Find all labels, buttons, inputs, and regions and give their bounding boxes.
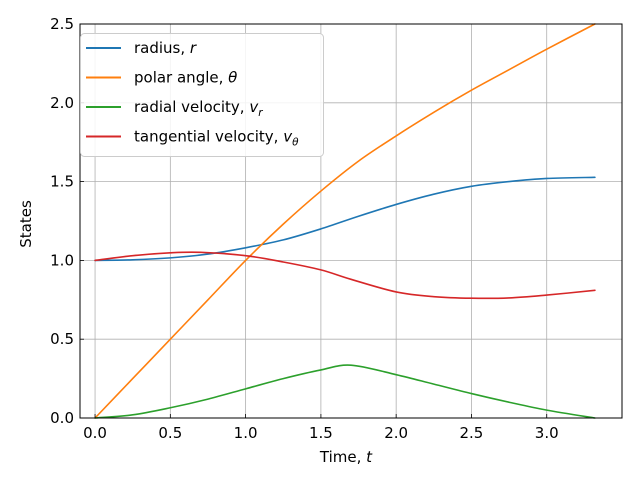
series-line-1 [94,176,596,262]
x-axis-label: Time, t [319,448,373,466]
legend-entry: radius, r [134,39,197,57]
series-line-2 [94,23,596,419]
axis-ticks: 0.0 0.5 1.0 1.5 2.0 2.5 3.0 0.0 0.5 1.0 1.5 2.0 2.5 [50,15,559,442]
series-lines [94,23,596,419]
axis-labels: Time, t States [17,200,373,466]
legend-entry: radial velocity, vr [134,98,263,119]
legend: radius, r polar angle, θ radial velocity, … [80,33,324,157]
x-tick-label: 0.0 [83,424,107,442]
x-tick-label: 2.5 [460,424,484,442]
legend-entry-label: radial velocity, [134,98,249,116]
legend-entry-var: v [249,98,259,116]
series-line-3 [94,364,596,419]
series-line-4 [94,251,596,300]
y-axis-label: States [17,200,35,248]
legend-entry-subscript: r [258,107,263,119]
y-tick-label: 0.5 [50,330,74,348]
x-tick-label: 1.5 [309,424,333,442]
legend-box [80,33,324,157]
y-tick-label: 2.5 [50,15,74,33]
y-tick-label: 0.0 [50,409,74,427]
legend-entry: tangential velocity, vθ [134,128,299,149]
legend-entry-var: r [190,39,197,57]
y-tick-label: 1.5 [50,173,74,191]
x-tick-label: 1.0 [234,424,258,442]
y-tick-label: 2.0 [50,94,74,112]
plot-frame [79,23,623,419]
y-tick-label: 1.0 [50,251,74,269]
x-tick-label: 2.0 [384,424,408,442]
x-axis-label-var: t [366,448,373,466]
legend-entry-var: θ [228,69,237,87]
legend-entry-subscript: θ [292,137,299,149]
x-tick-label: 0.5 [158,424,182,442]
legend-entry-label: tangential velocity, [134,128,283,146]
x-axis-label-text: Time, [319,448,366,466]
legend-entry: polar angle, θ [134,69,237,87]
x-tick-label: 3.0 [535,424,559,442]
legend-entry-label: polar angle, [134,69,228,87]
legend-entry-label: radius, [134,39,190,57]
legend-entry-var: v [283,128,293,146]
